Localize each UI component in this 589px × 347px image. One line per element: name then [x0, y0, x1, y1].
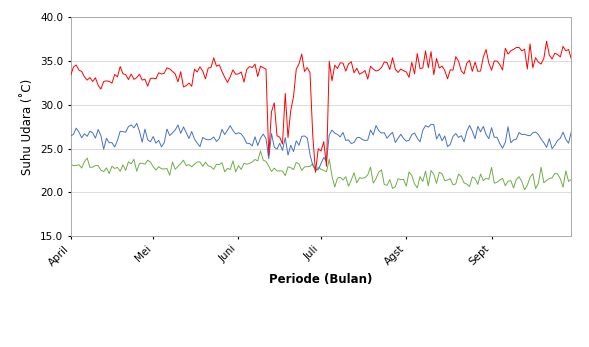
Tmax (°C) — [224, 81, 231, 85]
Tmax (°C) — [543, 39, 550, 43]
Trata rata (°C) — [133, 121, 140, 125]
Tmin (°C) — [144, 158, 151, 162]
Trata rata (°C) — [136, 129, 143, 133]
Trata rata (°C) — [70, 132, 77, 136]
Tmax (°C) — [282, 91, 289, 95]
Tmax (°C) — [323, 164, 330, 168]
Trata rata (°C) — [67, 134, 74, 138]
Line: Trata rata (°C): Trata rata (°C) — [71, 123, 571, 170]
Trata rata (°C) — [284, 153, 292, 157]
Tmin (°C) — [224, 166, 231, 170]
Tmin (°C) — [257, 149, 264, 153]
Tmax (°C) — [133, 76, 140, 80]
Trata rata (°C) — [147, 140, 154, 144]
Y-axis label: Suhu Udara (˚C): Suhu Udara (˚C) — [21, 78, 34, 175]
Line: Tmax (°C): Tmax (°C) — [71, 41, 571, 172]
Tmax (°C) — [67, 74, 74, 78]
Tmax (°C) — [568, 57, 575, 61]
Tmax (°C) — [70, 65, 77, 69]
Tmin (°C) — [521, 188, 528, 192]
Line: Tmin (°C): Tmin (°C) — [71, 151, 571, 190]
Trata rata (°C) — [312, 168, 319, 172]
Trata rata (°C) — [568, 129, 575, 134]
Tmin (°C) — [70, 163, 77, 168]
Tmax (°C) — [144, 84, 151, 88]
Tmin (°C) — [323, 170, 330, 174]
Trata rata (°C) — [227, 124, 234, 128]
Tmin (°C) — [568, 177, 575, 181]
Tmax (°C) — [312, 170, 319, 174]
Tmin (°C) — [133, 169, 140, 174]
X-axis label: Periode (Bulan): Periode (Bulan) — [269, 273, 373, 286]
Tmin (°C) — [284, 165, 292, 169]
Tmin (°C) — [67, 162, 74, 166]
Trata rata (°C) — [326, 133, 333, 137]
